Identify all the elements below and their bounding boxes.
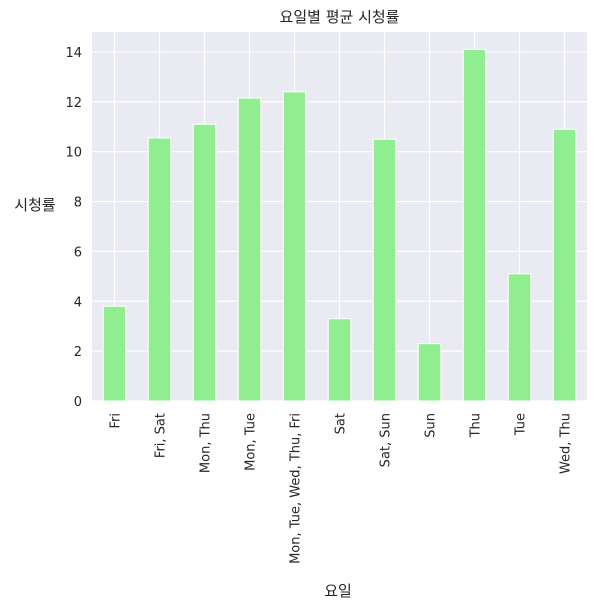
x-tick-label: Mon, Tue, Wed, Thu, Fri	[289, 413, 304, 564]
y-tick-label: 10	[65, 146, 82, 161]
bar-sun	[417, 343, 442, 402]
bar-mon-tue-wed-thu-fri	[282, 91, 307, 402]
y-tick-label: 0	[74, 395, 82, 410]
x-tick-label: Tue	[514, 413, 529, 436]
y-tick-label: 14	[65, 46, 82, 61]
x-tick-label: Thu	[469, 413, 484, 438]
x-tick-label: Mon, Thu	[199, 413, 214, 473]
bar-mon-thu	[192, 123, 217, 402]
y-axis-label: 시청률	[14, 196, 56, 214]
y-tick-label: 2	[74, 345, 82, 360]
bars	[102, 48, 577, 402]
x-tick-label: Fri, Sat	[154, 413, 169, 458]
y-tick-label: 6	[74, 245, 82, 260]
x-tick-label: Sun	[424, 413, 439, 438]
x-tick-label: Sat	[334, 413, 349, 434]
bar-thu	[462, 48, 487, 402]
x-tick-label: Fri	[109, 413, 124, 429]
bar-fri-sat	[147, 137, 172, 402]
y-tick-label: 12	[65, 96, 82, 111]
x-tick-labels: Fri Fri, Sat Mon, Thu Mon, Tue Mon, Tue, Wed…	[109, 413, 574, 564]
bar-wed-thu	[552, 128, 577, 402]
bar-tue	[507, 273, 532, 402]
bar-mon-tue	[237, 97, 262, 402]
x-axis-label: 요일	[324, 582, 352, 600]
chart-title: 요일별 평균 시청률	[280, 8, 400, 26]
bar-sat	[327, 318, 352, 402]
bar-fri	[102, 305, 127, 402]
y-tick-label: 8	[74, 196, 82, 211]
y-tick-labels: 0 2 4 6 8 10 12 14	[65, 46, 82, 410]
x-tick-label: Wed, Thu	[559, 413, 574, 474]
y-tick-label: 4	[74, 295, 82, 310]
x-tick-label: Sat, Sun	[379, 413, 394, 467]
bar-sat-sun	[372, 138, 397, 402]
x-tick-label: Mon, Tue	[244, 413, 259, 471]
